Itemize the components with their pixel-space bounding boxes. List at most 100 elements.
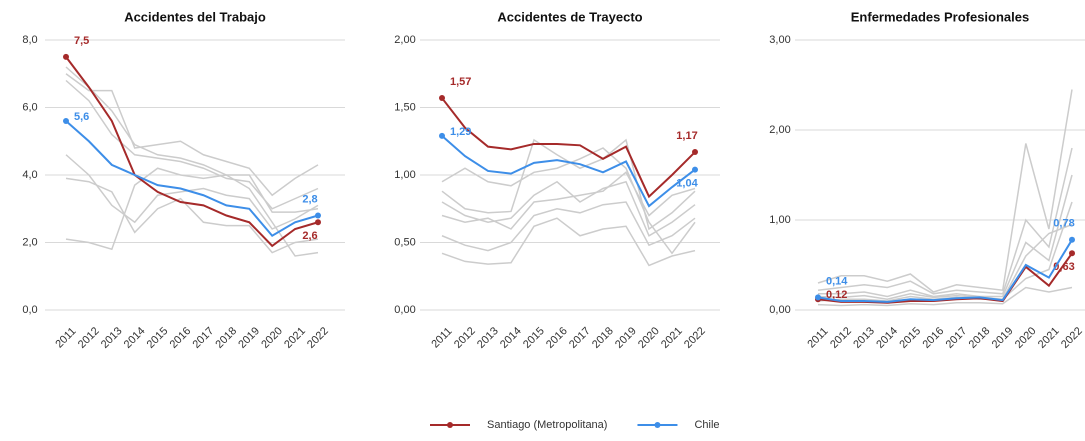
x-tick-label: 2013 bbox=[851, 325, 877, 351]
comparison-line bbox=[65, 73, 319, 197]
chart-title: Accidentes de Trayecto bbox=[497, 9, 642, 24]
y-tick-label: 0,00 bbox=[394, 304, 415, 316]
x-tick-label: 2020 bbox=[259, 325, 285, 351]
legend-marker bbox=[654, 422, 661, 428]
point bbox=[815, 294, 821, 301]
x-tick-label: 2018 bbox=[967, 325, 993, 351]
comparison-line bbox=[441, 147, 696, 255]
y-tick-label: 6,0 bbox=[22, 101, 37, 113]
value-label: 1,57 bbox=[450, 76, 471, 88]
x-tick-label: 2021 bbox=[282, 325, 308, 351]
x-tick-label: 2022 bbox=[305, 325, 331, 351]
x-tick-label: 2013 bbox=[99, 325, 125, 351]
y-tick-label: 2,00 bbox=[394, 34, 415, 46]
x-tick-label: 2016 bbox=[920, 325, 946, 351]
x-tick-label: 2017 bbox=[567, 325, 593, 351]
point bbox=[63, 118, 69, 124]
y-tick-label: 4,0 bbox=[22, 169, 37, 181]
y-tick-label: 1,00 bbox=[394, 169, 415, 181]
comparison-line bbox=[65, 66, 319, 257]
x-tick-label: 2015 bbox=[897, 325, 923, 351]
legend-marker bbox=[447, 422, 453, 428]
point bbox=[692, 166, 698, 173]
legend-label: Chile bbox=[694, 419, 719, 431]
value-label: 2,8 bbox=[302, 193, 317, 205]
point bbox=[692, 149, 698, 156]
y-tick-label: 0,00 bbox=[769, 304, 790, 316]
value-label: 2,6 bbox=[302, 230, 317, 242]
value-label: 7,5 bbox=[74, 35, 89, 47]
comparison-line bbox=[817, 147, 1073, 295]
comparison-line bbox=[817, 223, 1073, 300]
x-tick-label: 2011 bbox=[429, 325, 454, 350]
point bbox=[315, 219, 321, 226]
comparison-line bbox=[817, 89, 1073, 293]
x-tick-label: 2018 bbox=[590, 325, 616, 351]
y-tick-label: 0,0 bbox=[22, 304, 37, 316]
value-label: 5,6 bbox=[74, 111, 89, 123]
y-tick-label: 1,50 bbox=[394, 101, 415, 113]
y-tick-label: 0,50 bbox=[394, 236, 415, 248]
x-tick-label: 2014 bbox=[874, 325, 900, 351]
series-line bbox=[817, 239, 1073, 303]
x-tick-label: 2020 bbox=[636, 325, 662, 351]
y-tick-label: 1,00 bbox=[769, 214, 790, 226]
comparison-line bbox=[441, 201, 696, 252]
x-tick-label: 2011 bbox=[805, 325, 830, 350]
x-tick-label: 2017 bbox=[944, 325, 970, 351]
value-label: 0,12 bbox=[826, 289, 847, 301]
x-tick-label: 2016 bbox=[168, 325, 194, 351]
x-tick-label: 2015 bbox=[145, 325, 171, 351]
series-line bbox=[441, 97, 696, 199]
y-tick-label: 2,0 bbox=[22, 236, 37, 248]
x-tick-label: 2021 bbox=[1036, 325, 1062, 351]
x-tick-label: 2019 bbox=[236, 325, 262, 351]
comparison-line bbox=[441, 180, 696, 237]
x-tick-label: 2017 bbox=[190, 325, 216, 351]
series-line bbox=[441, 135, 696, 208]
x-tick-label: 2012 bbox=[452, 325, 478, 351]
value-label: 1,17 bbox=[676, 130, 697, 142]
comparison-line bbox=[817, 286, 1073, 307]
x-tick-label: 2014 bbox=[498, 325, 524, 351]
y-tick-label: 3,00 bbox=[769, 34, 790, 46]
comparison-line bbox=[441, 171, 696, 230]
y-tick-label: 8,0 bbox=[22, 34, 37, 46]
point bbox=[63, 53, 69, 60]
x-tick-label: 2019 bbox=[990, 325, 1016, 351]
point bbox=[1069, 236, 1075, 243]
comparison-line bbox=[441, 217, 696, 267]
x-tick-label: 2011 bbox=[53, 325, 78, 350]
point bbox=[1069, 250, 1075, 257]
point bbox=[439, 95, 445, 102]
legend-label: Santiago (Metropolitana) bbox=[487, 419, 607, 431]
x-tick-label: 2012 bbox=[76, 325, 102, 351]
point bbox=[439, 132, 445, 139]
x-tick-label: 2022 bbox=[682, 325, 708, 351]
x-tick-label: 2012 bbox=[828, 325, 854, 351]
value-label: 0,14 bbox=[826, 275, 848, 287]
comparison-line bbox=[441, 138, 696, 231]
chart-title: Accidentes del Trabajo bbox=[124, 9, 266, 24]
x-tick-label: 2018 bbox=[213, 325, 239, 351]
chart-title: Enfermedades Profesionales bbox=[851, 9, 1029, 24]
x-tick-label: 2021 bbox=[659, 325, 685, 351]
x-tick-label: 2019 bbox=[613, 325, 639, 351]
comparison-line bbox=[818, 174, 1073, 298]
y-tick-label: 2,00 bbox=[769, 124, 790, 136]
point bbox=[315, 212, 321, 219]
x-tick-label: 2022 bbox=[1059, 325, 1085, 351]
comparison-line bbox=[65, 167, 319, 251]
comparison-line bbox=[65, 79, 319, 210]
x-tick-label: 2016 bbox=[544, 325, 570, 351]
value-label: 1,29 bbox=[450, 126, 471, 138]
value-label: 0,63 bbox=[1053, 261, 1074, 273]
x-tick-label: 2014 bbox=[122, 325, 148, 351]
x-tick-label: 2013 bbox=[475, 325, 501, 351]
comparison-line bbox=[65, 177, 319, 254]
x-tick-label: 2015 bbox=[521, 325, 547, 351]
value-label: 1,04 bbox=[676, 178, 698, 190]
value-label: 0,78 bbox=[1053, 218, 1074, 230]
x-tick-label: 2020 bbox=[1013, 325, 1039, 351]
